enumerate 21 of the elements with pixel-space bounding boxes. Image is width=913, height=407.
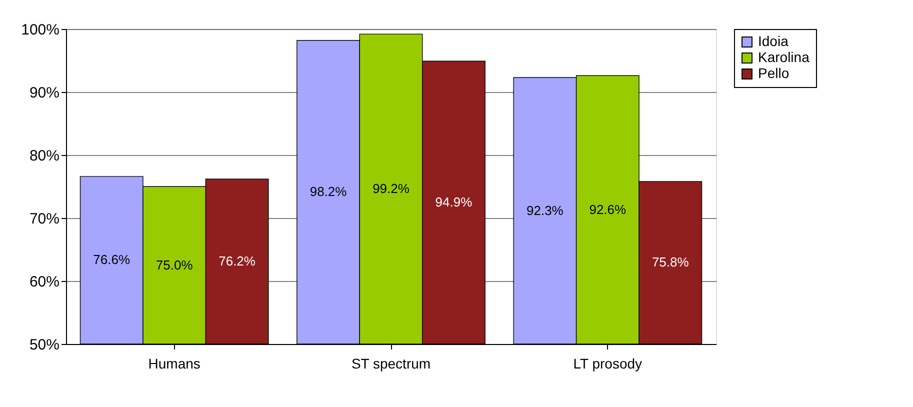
data-label: 99.2%	[372, 181, 410, 196]
data-label: 75.8%	[652, 254, 690, 270]
data-label: 94.9%	[435, 194, 473, 210]
y-tick-label: 90%	[29, 84, 60, 102]
y-tick-label: 80%	[29, 148, 60, 164]
data-label: 76.6%	[93, 252, 130, 268]
x-tick-label: Humans	[148, 356, 200, 372]
data-label: 76.2%	[218, 253, 256, 268]
y-tick-label: 70%	[29, 210, 60, 228]
y-tick-label: 100%	[21, 22, 60, 38]
legend-label: Karolina	[758, 49, 810, 65]
legend-label: Idoia	[758, 33, 789, 49]
y-tick-label: 50%	[29, 336, 60, 354]
legend-label: Pello	[758, 65, 790, 81]
data-label: 92.6%	[589, 202, 627, 217]
x-tick-label: ST spectrum	[351, 356, 431, 372]
data-label: 75.0%	[156, 257, 194, 272]
y-tick-label: 60%	[29, 274, 60, 290]
x-tick-label: LT prosody	[573, 356, 642, 372]
data-label: 92.3%	[526, 202, 564, 218]
data-label: 98.2%	[310, 184, 348, 200]
